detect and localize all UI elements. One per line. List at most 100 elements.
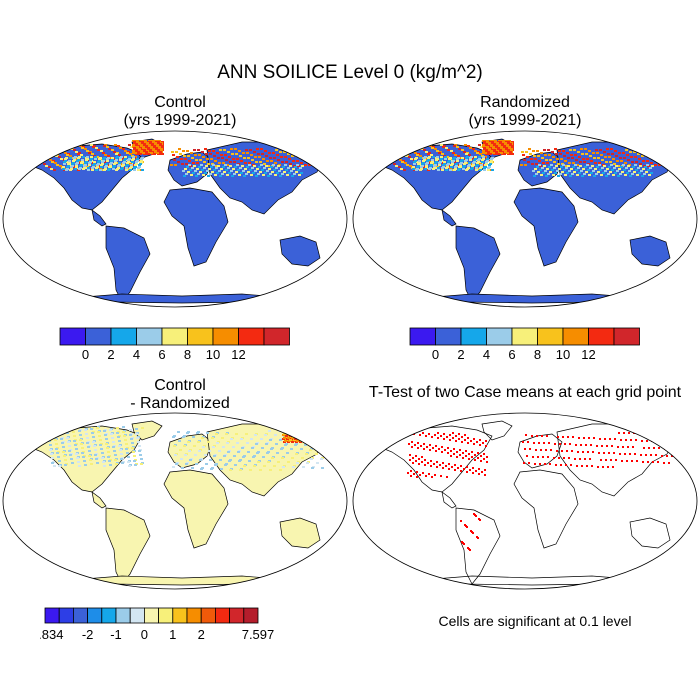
colorbar-swatch [115,607,131,624]
continent-north-america [381,425,493,493]
colorbar-tick-label: 12 [581,347,595,362]
colorbar-swatch [537,327,564,346]
continent-central-america [91,491,107,509]
continent-australia [279,235,321,267]
colorbar-randomized: 0 2 4 6 8 10 12 [409,327,640,362]
continent-asia [556,141,675,215]
colorbar-tick-label: 4 [483,347,490,362]
continent-central-america [91,209,107,227]
continent-africa [513,469,579,549]
colorbar-swatch [186,607,202,624]
colorbar-tick-label: 2 [457,347,464,362]
colorbar-swatch [243,607,259,624]
continent-antarctica [421,293,643,304]
panel-title-control: Control (yrs 1999-2021) [40,94,320,130]
colorbar-tick-label: 10 [206,347,220,362]
colorbar-tick-label: 0 [432,347,439,362]
continent-south-america [455,225,501,303]
continent-central-america [441,491,457,509]
map-border [352,130,698,308]
continent-north-america [31,143,143,211]
colorbar-control: 0 2 4 6 8 10 12 [59,327,290,362]
colorbar-swatch [562,327,589,346]
panel-title-difference-line2: - Randomized [130,395,230,412]
continent-greenland [131,420,163,441]
colorbar-swatch [158,607,174,624]
continent-australia [629,235,671,267]
panel-title-randomized: Randomized (yrs 1999-2021) [385,94,665,130]
colorbar-swatch [101,607,117,624]
colorbar-swatch [229,607,245,624]
colorbar-tick-label: -2 [82,627,94,642]
map-border [2,412,348,590]
panel-title-ttest-line1: T-Test of two Case means at each grid po… [368,384,682,401]
map-border [352,412,698,590]
colorbar-tick-label: 0 [141,627,148,642]
colorbar-swatch [200,607,216,624]
colorbar-swatch [511,327,538,346]
continent-asia [206,141,325,215]
colorbar-swatch [59,327,86,346]
colorbar-swatch [87,607,103,624]
map-control [2,130,348,308]
significance-note: Cells are significant at 0.1 level [438,613,632,629]
map-difference [2,412,348,590]
continent-antarctica [71,575,293,586]
continent-antarctica [71,293,293,304]
colorbar-swatch [460,327,487,346]
continent-south-america [455,507,501,585]
colorbar-tick-label: 6 [508,347,515,362]
colorbar-swatch [187,327,214,346]
panel-title-difference: Control - Randomized [40,377,320,413]
colorbar-swatch [435,327,462,346]
colorbar-swatch [409,327,436,346]
continent-africa [513,187,579,267]
colorbar-tick-label: 4 [133,347,140,362]
colorbar-swatch [129,607,145,624]
colorbar-swatch [613,327,640,346]
panel-title-control-line2: (yrs 1999-2021) [123,112,237,129]
figure-title: ANN SOILICE Level 0 (kg/m^2) [217,62,483,83]
colorbar-tick-label: 1 [169,627,176,642]
continent-africa [163,187,229,267]
colorbar-swatch [110,327,137,346]
panel-title-ttest: T-Test of two Case means at each grid po… [345,384,700,402]
continent-africa [163,469,229,549]
colorbar-tick-label: 2 [107,347,114,362]
continent-north-america [381,143,493,211]
colorbar-swatch [238,327,265,346]
map-randomized [352,130,698,308]
colorbar-swatch [486,327,513,346]
colorbar-swatch [44,607,60,624]
colorbar-swatch [214,607,230,624]
colorbar-swatch [212,327,239,346]
continent-central-america [441,209,457,227]
colorbar-swatch [172,607,188,624]
panel-title-control-line1: Control [154,94,206,111]
colorbar-swatch [588,327,615,346]
colorbar-tick-label: 12 [231,347,245,362]
map-ttest [352,412,698,590]
panel-title-randomized-line2: (yrs 1999-2021) [468,112,582,129]
panel-title-randomized-line1: Randomized [480,94,570,111]
colorbar-tick-label: 8 [534,347,541,362]
continent-greenland [481,420,513,441]
colorbar-tick-label: 0 [82,347,89,362]
continent-south-america [105,507,151,585]
colorbar-tick-label: 2 [198,627,205,642]
panel-title-difference-line1: Control [154,377,206,394]
continent-south-america [105,225,151,303]
continent-australia [629,517,671,549]
colorbar-swatch [161,327,188,346]
colorbar-swatch [136,327,163,346]
colorbar-tick-label: 7.597 [242,627,275,642]
continent-australia [279,517,321,549]
colorbar-swatch [85,327,112,346]
colorbar-difference: -8.834 -2 -1 0 1 2 7.597 [40,607,275,642]
colorbar-tick-label: 8 [184,347,191,362]
continent-antarctica [421,575,643,586]
continent-europe [517,433,563,469]
colorbar-swatch [263,327,290,346]
map-border [2,130,348,308]
colorbar-tick-label: 10 [556,347,570,362]
